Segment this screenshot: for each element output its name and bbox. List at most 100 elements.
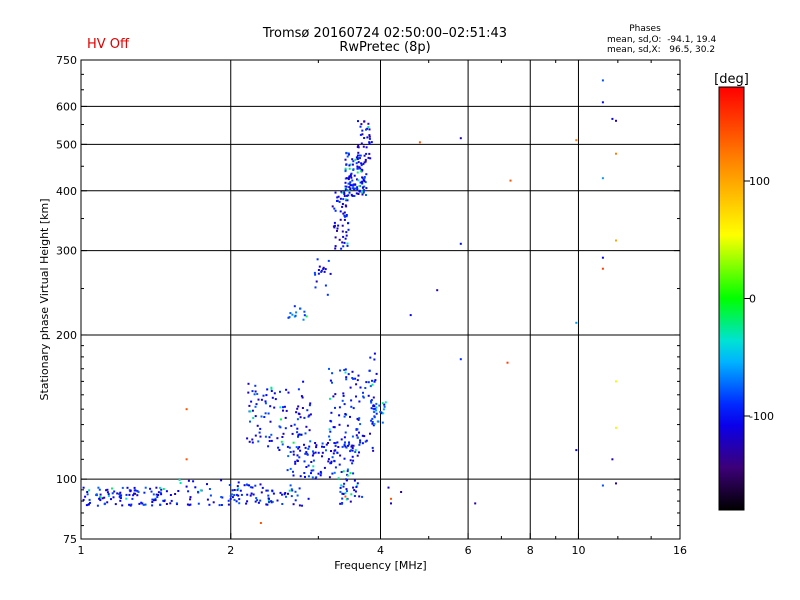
scatter-point <box>228 484 231 486</box>
scatter-point <box>459 242 462 245</box>
scatter-point <box>343 482 346 485</box>
scatter-point <box>372 407 375 410</box>
scatter-point <box>265 489 268 492</box>
scatter-point <box>341 224 344 227</box>
scatter-point <box>357 161 360 164</box>
scatter-point <box>284 427 287 430</box>
scatter-point <box>341 205 344 208</box>
scatter-point <box>106 501 109 504</box>
scatter-point <box>370 407 373 410</box>
scatter-point <box>348 441 350 444</box>
scatter-point <box>358 400 361 403</box>
scatter-point <box>359 167 362 170</box>
scatter-point <box>170 499 173 502</box>
scatter-point <box>314 286 317 289</box>
scatter-point <box>359 386 362 389</box>
scatter-point <box>119 496 122 499</box>
scatter-point <box>315 476 318 479</box>
scatter-point <box>375 412 378 415</box>
scatter-point <box>163 500 166 503</box>
scatter-point <box>279 406 282 409</box>
scatter-point <box>292 450 295 453</box>
scatter-point <box>334 466 337 469</box>
scatter-point <box>99 499 102 502</box>
scatter-point <box>344 237 347 240</box>
scatter-point <box>338 414 341 417</box>
scatter-point <box>351 449 354 452</box>
scatter-point <box>106 488 109 491</box>
scatter-point <box>282 409 284 412</box>
scatter-point <box>345 177 348 180</box>
scatter-point <box>194 486 197 489</box>
scatter-point <box>356 436 359 439</box>
chart-title-line1: Tromsø 20160724 02:50:00–02:51:43 <box>262 26 508 41</box>
scatter-point <box>343 369 346 371</box>
scatter-point <box>343 214 346 217</box>
scatter-point <box>329 397 331 400</box>
scatter-point <box>356 171 359 174</box>
scatter-point <box>352 459 355 462</box>
scatter-point <box>351 444 354 447</box>
scatter-point <box>356 178 358 181</box>
scatter-point <box>350 176 353 179</box>
scatter-point <box>321 442 324 445</box>
axes: 1 2 4 6 8 10 16 75 100 200 300 400 500 600 750 Frequenc… <box>38 54 687 572</box>
scatter-point <box>354 377 357 380</box>
scatter-point <box>365 173 368 176</box>
scatter-point <box>345 163 348 166</box>
scatter-point <box>331 372 334 375</box>
scatter-point <box>314 273 317 276</box>
scatter-point <box>334 191 337 194</box>
scatter-point <box>298 446 301 449</box>
scatter-point <box>304 452 307 455</box>
scatter-point <box>356 146 359 148</box>
scatter-point <box>364 158 367 161</box>
scatter-point <box>351 435 354 438</box>
scatter-point <box>305 315 308 318</box>
scatter-point <box>267 494 270 497</box>
scatter-point <box>327 442 329 444</box>
scatter-point <box>307 447 310 450</box>
scatter-point <box>238 498 241 501</box>
scatter-point <box>362 189 365 192</box>
scatter-point <box>338 423 341 426</box>
scatter-point <box>268 501 270 504</box>
x-tick-label: 16 <box>673 544 687 557</box>
scatter-point <box>615 380 617 383</box>
scatter-point <box>344 158 347 161</box>
scatter-point <box>84 495 87 498</box>
scatter-point <box>257 440 260 443</box>
scatter-point <box>575 449 578 452</box>
scatter-point <box>352 486 355 489</box>
scatter-point <box>356 379 359 382</box>
scatter-point <box>154 499 157 502</box>
scatter-point <box>355 156 358 159</box>
scatter-point <box>601 484 604 487</box>
scatter-point <box>343 191 346 194</box>
scatter-point <box>373 416 376 419</box>
scatter-point <box>312 469 315 472</box>
scatter-point <box>347 444 349 447</box>
scatter-point <box>370 400 372 403</box>
scatter-point <box>358 166 361 169</box>
scatter-point <box>509 179 512 182</box>
scatter-point <box>368 128 371 131</box>
scatter-point <box>270 390 273 392</box>
scatter-point <box>319 474 322 477</box>
scatter-point <box>289 467 292 470</box>
scatter-point <box>333 221 336 224</box>
scatter-point <box>185 485 188 488</box>
scatter-point <box>343 211 346 214</box>
scatter-point <box>119 495 122 498</box>
scatter-point <box>611 117 614 120</box>
scatter-point <box>357 193 360 195</box>
scatter-point <box>334 236 337 239</box>
scatter-point <box>97 486 100 489</box>
scatter-point <box>346 244 349 247</box>
scatter-point <box>367 126 370 129</box>
scatter-point <box>259 427 262 430</box>
scatter-point <box>286 445 289 448</box>
scatter-point <box>273 392 276 395</box>
scatter-point <box>368 369 371 372</box>
scatter-point <box>418 141 421 144</box>
